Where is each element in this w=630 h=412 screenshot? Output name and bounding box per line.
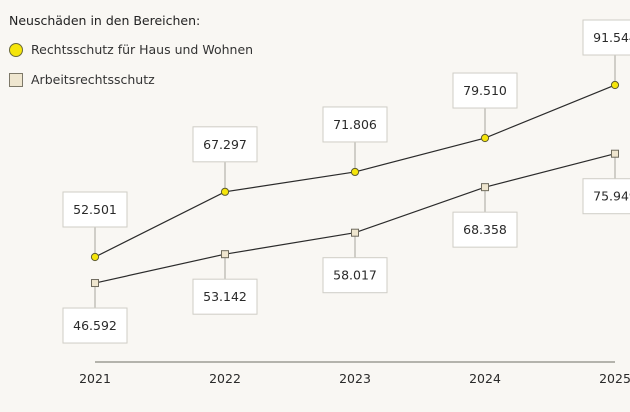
x-tick-label: 2023	[339, 371, 371, 386]
data-label-box	[452, 211, 518, 248]
legend-label: Rechtsschutz für Haus und Wohnen	[31, 42, 254, 57]
data-point	[220, 187, 230, 196]
data-label: 52.501	[62, 191, 128, 228]
data-label-text: 58.017	[333, 268, 377, 283]
legend-label: Arbeitsrechtsschutz	[31, 72, 155, 87]
x-tick-label: 2025	[599, 371, 630, 386]
data-label-box	[192, 278, 258, 315]
x-tick: 2022	[209, 371, 241, 386]
x-tick: 2021	[79, 371, 111, 386]
data-label-text: 71.806	[333, 117, 377, 132]
data-label: 79.510	[452, 72, 518, 109]
data-point	[480, 133, 490, 143]
data-label-box	[582, 178, 630, 215]
data-point	[610, 80, 620, 90]
x-tick: 2024	[469, 371, 501, 386]
data-label-text: 91.544	[593, 30, 630, 45]
data-point	[90, 252, 100, 262]
x-tick-label: 2024	[469, 371, 501, 386]
data-point	[91, 279, 99, 288]
data-label-box	[322, 257, 388, 294]
data-label-box	[62, 191, 128, 228]
x-tick-label: 2021	[79, 371, 111, 386]
data-label-text: 75.949	[593, 189, 630, 204]
data-label-text: 52.501	[73, 202, 117, 217]
data-label: 91.544	[582, 19, 630, 56]
data-label-text: 53.142	[203, 289, 247, 304]
data-label: 58.017	[322, 257, 388, 294]
data-point	[350, 167, 360, 177]
legend-square-icon	[9, 72, 23, 87]
data-label-text: 79.510	[463, 83, 507, 98]
data-label-box	[452, 72, 518, 109]
legend-item-arbeitsrecht: Arbeitsrechtsschutz	[9, 72, 155, 87]
data-label-text: 68.358	[463, 222, 507, 237]
data-point	[611, 149, 619, 158]
data-label: 46.592	[62, 307, 128, 344]
data-label: 53.142	[192, 278, 258, 315]
data-label-text: 46.592	[73, 318, 117, 333]
data-label: 71.806	[322, 106, 388, 143]
x-tick-label: 2022	[209, 371, 241, 386]
data-label-box	[582, 19, 630, 56]
data-point	[351, 228, 359, 237]
data-label-box	[62, 307, 128, 344]
chart-title: Neuschäden in den Bereichen:	[9, 13, 201, 28]
data-label-box	[192, 126, 258, 163]
x-tick: 2023	[339, 371, 371, 386]
data-label-box	[322, 106, 388, 143]
data-label-text: 67.297	[203, 137, 247, 152]
legend-item-haus-wohnen: Rechtsschutz für Haus und Wohnen	[9, 42, 253, 57]
data-label: 67.297	[192, 126, 258, 163]
data-point	[481, 183, 489, 192]
legend-circle-icon	[9, 42, 23, 57]
x-tick: 2025	[599, 371, 630, 386]
data-label: 75.949	[582, 178, 630, 215]
data-label: 68.358	[452, 211, 518, 248]
data-point	[221, 250, 229, 259]
